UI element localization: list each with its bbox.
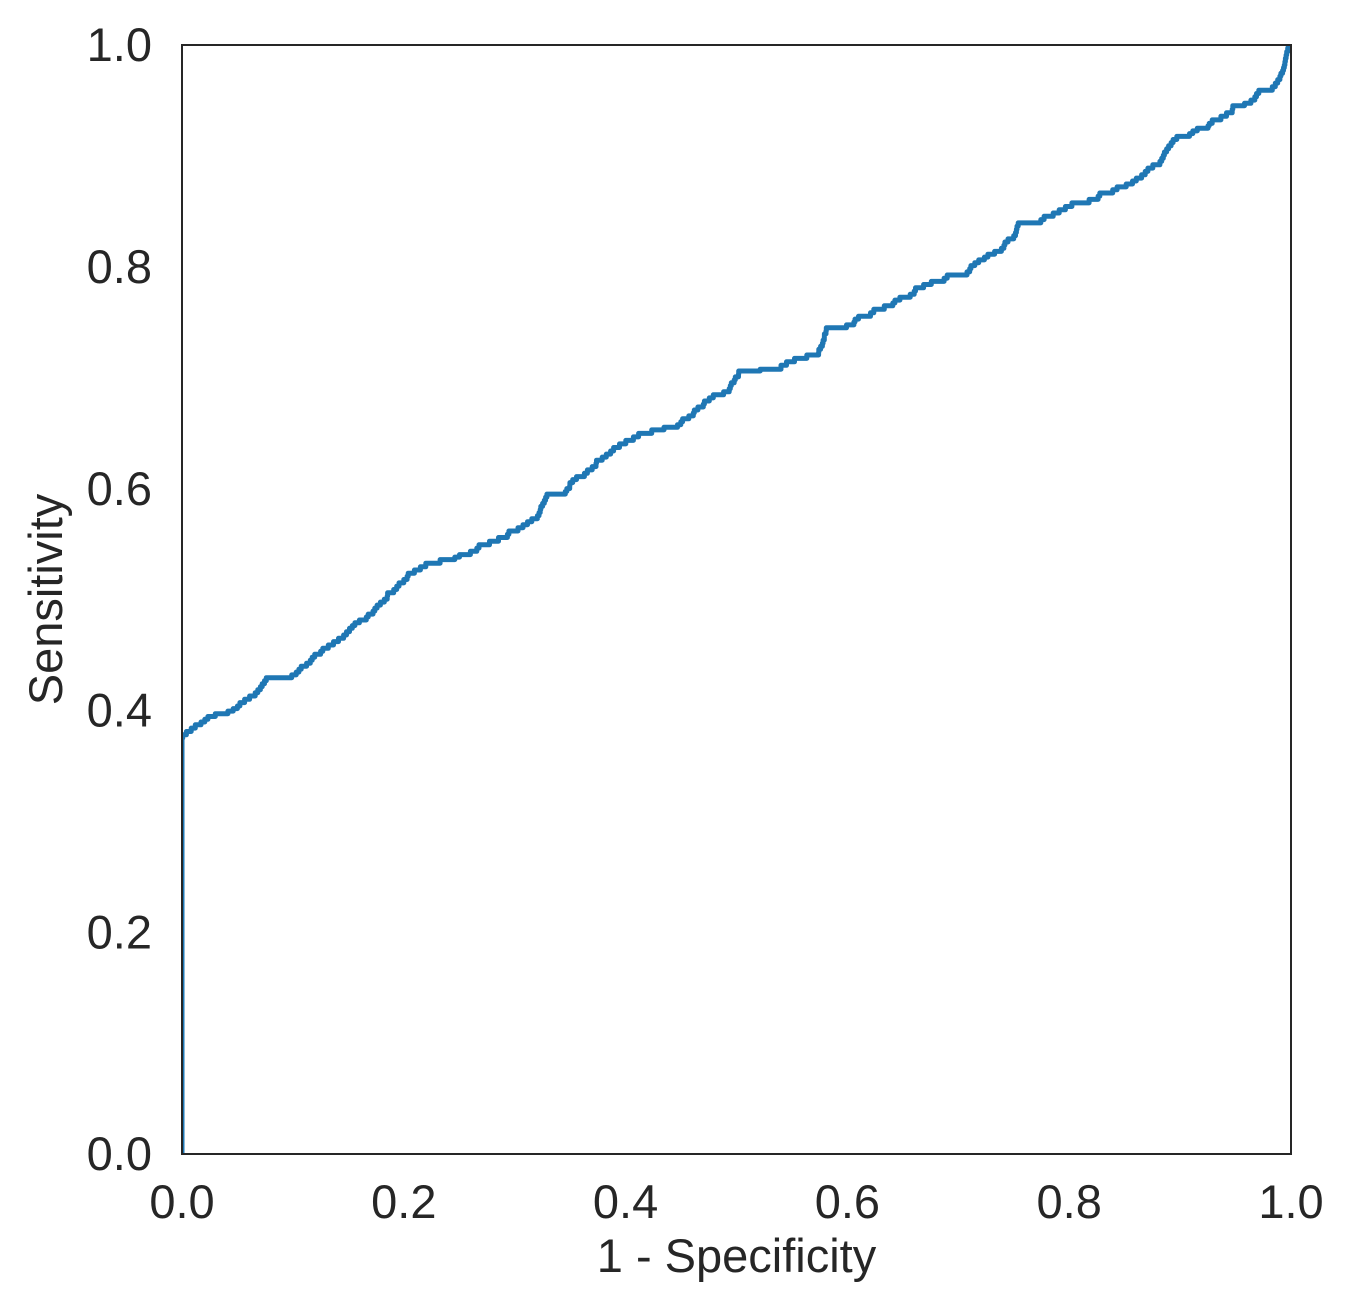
svg-text:0.2: 0.2 bbox=[371, 1175, 436, 1228]
svg-text:Sensitivity: Sensitivity bbox=[19, 493, 72, 705]
svg-text:1 - Specificity: 1 - Specificity bbox=[597, 1229, 877, 1282]
svg-text:0.0: 0.0 bbox=[149, 1175, 214, 1228]
svg-text:0.8: 0.8 bbox=[1037, 1175, 1102, 1228]
svg-text:0.0: 0.0 bbox=[87, 1127, 152, 1180]
svg-text:0.8: 0.8 bbox=[87, 240, 152, 293]
svg-text:0.4: 0.4 bbox=[593, 1175, 658, 1228]
svg-text:0.6: 0.6 bbox=[815, 1175, 880, 1228]
svg-text:1.0: 1.0 bbox=[87, 18, 152, 71]
svg-text:0.6: 0.6 bbox=[87, 462, 152, 515]
svg-text:1.0: 1.0 bbox=[1258, 1175, 1323, 1228]
svg-text:0.2: 0.2 bbox=[87, 905, 152, 958]
svg-text:0.4: 0.4 bbox=[87, 684, 152, 737]
